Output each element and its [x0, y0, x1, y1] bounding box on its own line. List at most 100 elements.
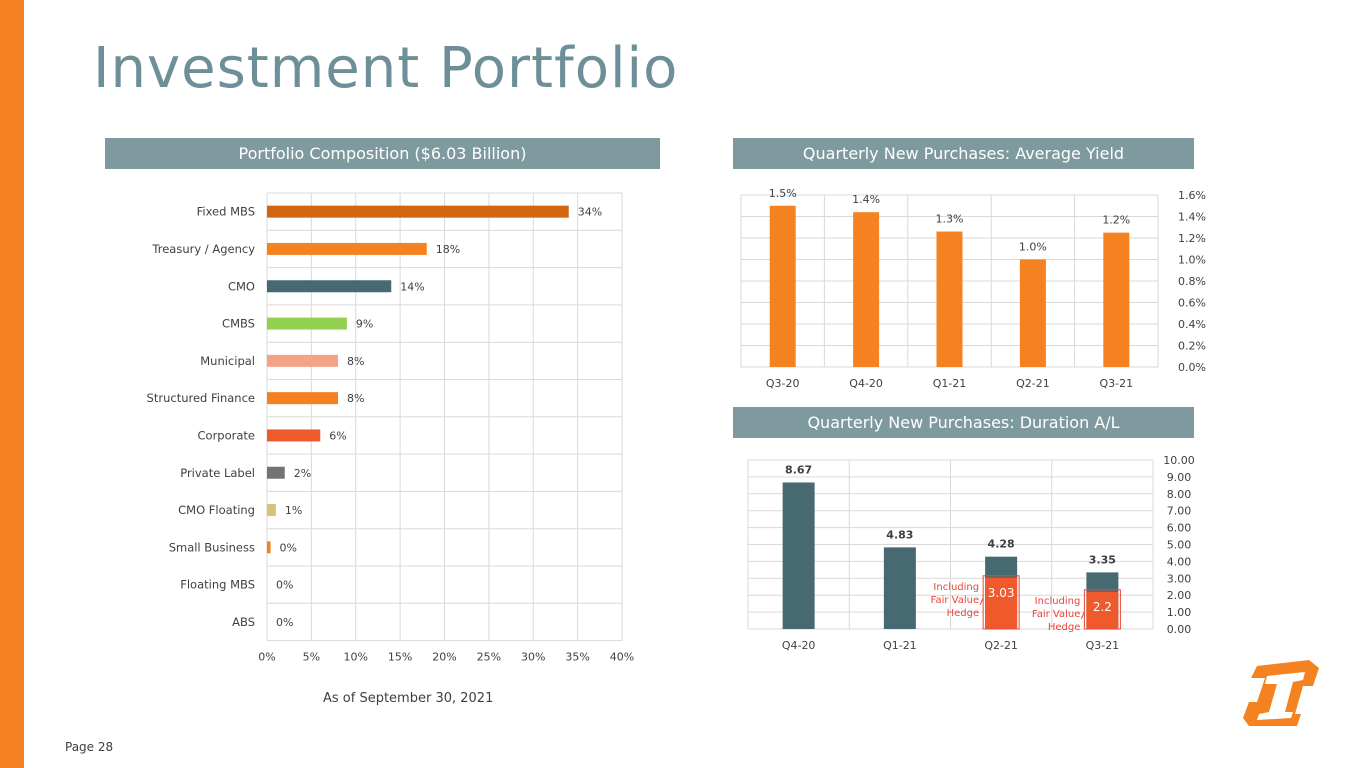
bar [267, 205, 569, 218]
data-label: 4.83 [886, 528, 913, 541]
x-tick-label: 10% [344, 651, 368, 664]
annotation-text: Including [1035, 596, 1081, 607]
category-label: Structured Finance [147, 391, 255, 405]
x-tick-label: 0% [258, 651, 275, 664]
data-label: 0% [280, 541, 297, 554]
hedge-data-label: 2.2 [1093, 600, 1112, 614]
y-tick-label: 1.0% [1178, 254, 1206, 267]
data-label: 0% [276, 616, 293, 629]
yield-chart-title: Quarterly New Purchases: Average Yield [733, 138, 1194, 169]
bar [1019, 259, 1046, 367]
bar [267, 354, 338, 367]
data-label: 1.4% [852, 193, 880, 206]
x-tick-label: 15% [388, 651, 412, 664]
category-label: CMBS [222, 317, 255, 331]
annotation-leader [979, 597, 984, 605]
x-tick-label: Q1-21 [883, 639, 917, 652]
y-tick-label: 0.6% [1178, 297, 1206, 310]
bar [267, 504, 276, 517]
y-tick-label: 1.4% [1178, 211, 1206, 224]
data-label: 2% [294, 467, 311, 480]
bar [782, 482, 815, 629]
y-tick-label: 7.00 [1167, 505, 1192, 518]
x-tick-label: 40% [610, 651, 634, 664]
company-logo-icon [1243, 660, 1319, 726]
data-label: 18% [436, 243, 460, 256]
yield-bar-chart: 0.0% 0.2% 0.4% 0.6% 0.8% 1.0% 1.2% 1.4% 1.6% 1.5%… [740, 187, 1206, 390]
annotation-box [1083, 589, 1121, 630]
data-label: 0% [276, 579, 293, 592]
x-tick-label: Q1-21 [933, 377, 967, 390]
annotation-box [982, 575, 1020, 630]
hedge-bar [985, 577, 1018, 629]
data-label: 1.0% [1019, 241, 1047, 254]
y-tick-label: 0.00 [1167, 623, 1192, 636]
data-label: 8% [347, 355, 364, 368]
x-tick-label: Q2-21 [984, 639, 1018, 652]
as-of-date: As of September 30, 2021 [323, 691, 494, 706]
bar [883, 547, 916, 629]
y-tick-label: 1.2% [1178, 232, 1206, 245]
y-tick-label: 0.0% [1178, 361, 1206, 374]
page-number: Page 28 [65, 740, 114, 754]
hedge-data-label: 3.03 [988, 586, 1015, 600]
annotation-text: Hedge [1048, 622, 1081, 633]
y-tick-label: 1.00 [1167, 606, 1192, 619]
bar [936, 231, 963, 367]
category-label: Private Label [180, 466, 255, 480]
x-tick-label: Q3-20 [766, 377, 800, 390]
data-label: 1.5% [769, 187, 797, 200]
bar [267, 429, 321, 442]
y-tick-label: 0.2% [1178, 340, 1206, 353]
annotation-text: Fair Value [931, 595, 980, 606]
bar [853, 212, 880, 367]
x-tick-label: 5% [303, 651, 320, 664]
y-tick-label: 0.4% [1178, 318, 1206, 331]
annotation-leader [1080, 611, 1085, 620]
bar [267, 541, 271, 554]
x-tick-label: Q2-21 [1016, 377, 1050, 390]
category-label: Corporate [198, 428, 256, 442]
duration-bar-chart: 0.00 1.00 2.00 3.00 4.00 5.00 6.00 7.00 8.00 9.00… [747, 454, 1195, 652]
hedge-bar [1086, 591, 1119, 629]
bar [267, 280, 392, 293]
data-label: 34% [578, 206, 602, 219]
bar [1103, 232, 1130, 367]
data-label: 8.67 [785, 463, 812, 476]
data-label: 9% [356, 318, 373, 331]
composition-chart-title: Portfolio Composition ($6.03 Billion) [105, 138, 660, 169]
bar [267, 392, 338, 405]
category-label: Fixed MBS [197, 205, 255, 219]
x-tick-label: Q3-21 [1099, 377, 1133, 390]
data-label: 14% [400, 280, 424, 293]
y-tick-label: 5.00 [1167, 539, 1192, 552]
y-tick-label: 9.00 [1167, 471, 1192, 484]
category-label: Treasury / Agency [151, 242, 255, 256]
category-label: Floating MBS [180, 578, 255, 592]
bar [769, 205, 796, 367]
data-label: 1.2% [1102, 214, 1130, 227]
x-tick-label: 30% [521, 651, 545, 664]
x-tick-label: 20% [432, 651, 456, 664]
page-title: Investment Portfolio [93, 36, 679, 101]
data-label: 1% [285, 504, 302, 517]
data-label: 1.3% [936, 213, 964, 226]
y-tick-label: 1.6% [1178, 189, 1206, 202]
category-label: ABS [232, 615, 255, 629]
annotation-text: Hedge [947, 608, 980, 619]
accent-stripe [0, 0, 24, 768]
x-tick-label: 35% [565, 651, 589, 664]
data-label: 4.28 [988, 538, 1015, 551]
duration-chart-title: Quarterly New Purchases: Duration A/L [733, 407, 1194, 438]
y-tick-label: 10.00 [1163, 454, 1195, 467]
data-label: 6% [329, 429, 346, 442]
y-tick-label: 6.00 [1167, 522, 1192, 535]
bar [267, 242, 427, 255]
annotation-text: Including [933, 582, 979, 593]
category-label: Municipal [200, 354, 255, 368]
x-tick-label: Q3-21 [1086, 639, 1120, 652]
category-label: Small Business [169, 540, 255, 554]
category-label: CMO Floating [178, 503, 255, 517]
y-tick-label: 8.00 [1167, 488, 1192, 501]
data-label: 3.35 [1089, 553, 1116, 566]
